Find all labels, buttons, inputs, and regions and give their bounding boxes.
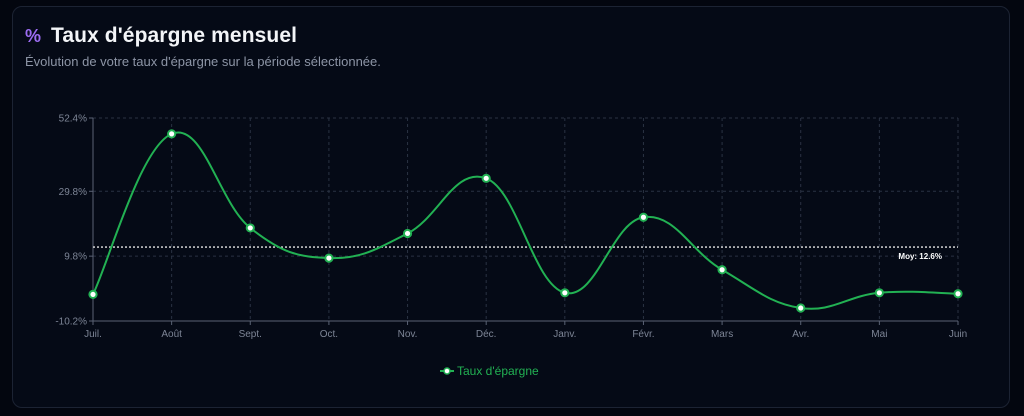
chart-axes: 52.4% 29.8% 9.8% -10.2%Juil. Août Sept. Oct. No… — [55, 114, 967, 341]
x-tick-label: Août — [161, 329, 182, 340]
average-label: Moy: 12.6% — [898, 252, 942, 261]
legend-label: Taux d'épargne — [457, 364, 539, 378]
percent-icon: % — [25, 25, 42, 46]
y-tick-label: -10.2% — [55, 317, 87, 328]
data-point — [245, 223, 255, 233]
x-tick-label: Déc. — [476, 329, 497, 340]
card-header: % Taux d'épargne mensuel — [25, 24, 297, 48]
y-tick-label: 9.8% — [64, 252, 87, 263]
data-point — [638, 212, 649, 222]
chart-legend[interactable]: Taux d'épargne — [440, 364, 539, 378]
x-tick-label: Févr. — [632, 329, 654, 340]
y-tick-label: 52.4% — [59, 114, 87, 125]
legend-marker — [443, 367, 451, 375]
x-tick-label: Nov. — [398, 329, 418, 340]
x-tick-label: Oct. — [320, 329, 338, 340]
average-line-group: Moy: 12.6% — [93, 246, 958, 261]
x-tick-label: Juin — [949, 329, 967, 340]
data-point — [481, 173, 491, 183]
data-point — [560, 288, 570, 298]
x-tick-label: Juil. — [84, 329, 102, 340]
data-point — [953, 289, 963, 299]
x-tick-label: Mai — [871, 329, 887, 340]
x-tick-label: Sept. — [239, 329, 262, 340]
card-subtitle: Évolution de votre taux d'épargne sur la… — [25, 54, 381, 69]
chart-grid — [92, 117, 959, 322]
series-layer — [88, 129, 963, 313]
x-tick-label: Janv. — [553, 329, 576, 340]
series-line-taux-epargne — [92, 131, 959, 310]
data-point — [324, 253, 334, 263]
data-point — [167, 129, 177, 139]
data-point — [88, 289, 98, 300]
card-title: Taux d'épargne mensuel — [51, 24, 298, 47]
data-point — [874, 288, 884, 298]
data-point — [402, 228, 413, 239]
y-tick-label: 29.8% — [59, 187, 87, 198]
data-point — [717, 265, 727, 275]
x-tick-label: Avr. — [792, 329, 809, 340]
data-point — [796, 303, 806, 313]
x-tick-label: Mars — [711, 329, 733, 340]
